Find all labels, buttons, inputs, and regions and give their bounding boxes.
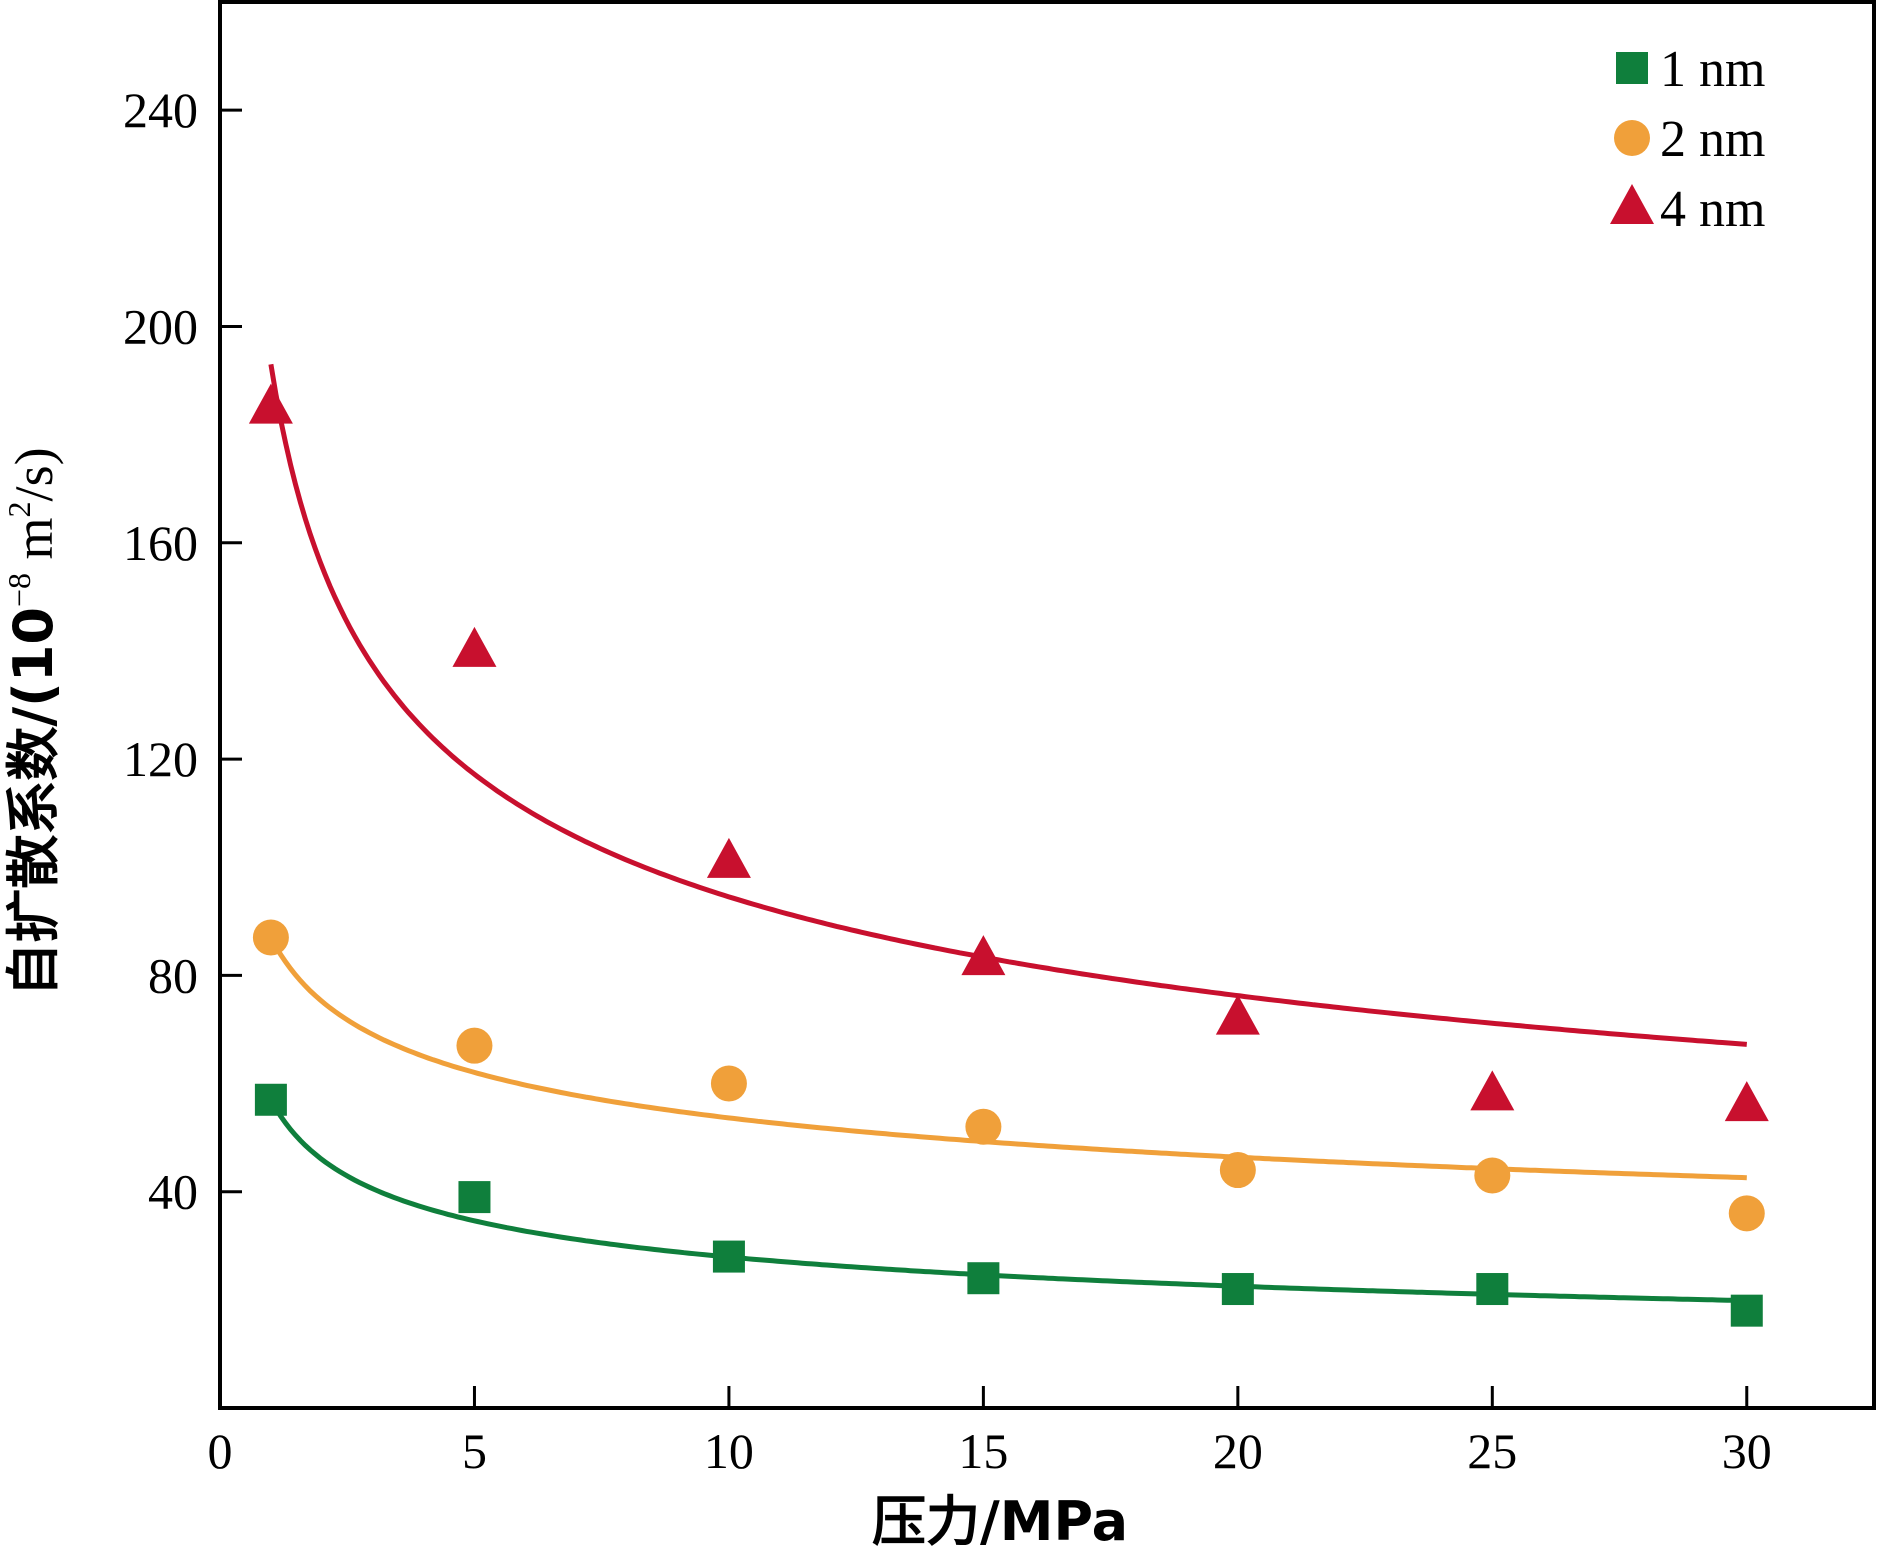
data-point-4-nm	[1470, 1070, 1515, 1111]
data-point-1-nm	[1476, 1273, 1509, 1306]
x-axis-label: 压力/MPa	[872, 1490, 1128, 1553]
x-tick-label: 20	[1213, 1423, 1263, 1479]
x-tick-label: 0	[208, 1423, 233, 1479]
y-axis-label-tail: /s)	[4, 447, 64, 501]
data-point-2-nm	[1474, 1157, 1511, 1194]
plot-frame	[218, 0, 1876, 1410]
data-point-2-nm	[252, 919, 289, 956]
data-point-4-nm	[248, 383, 293, 424]
legend-label: 4 nm	[1660, 181, 1765, 238]
fit-curves	[268, 363, 1747, 1304]
y-tick-label: 40	[148, 1164, 198, 1220]
legend-label: 1 nm	[1660, 41, 1765, 98]
legend-marker-2-nm	[1614, 120, 1650, 156]
data-point-1-nm	[967, 1262, 1000, 1295]
y-axis-label-unit: m	[4, 517, 64, 573]
x-tick-label: 25	[1467, 1423, 1517, 1479]
data-point-4-nm	[1215, 994, 1260, 1035]
data-point-1-nm	[1221, 1273, 1254, 1306]
fit-curve-4-nm	[268, 363, 1747, 1047]
data-point-1-nm	[712, 1240, 745, 1273]
x-tick-label: 5	[462, 1423, 487, 1479]
data-point-2-nm	[456, 1027, 493, 1064]
x-axis-ticks: 0 5 10 15 20 25 30	[208, 1386, 1772, 1479]
x-tick-label: 30	[1722, 1423, 1772, 1479]
y-axis-label-exponent: −8	[1, 573, 37, 607]
x-tick-label: 15	[958, 1423, 1008, 1479]
data-markers	[248, 383, 1769, 1327]
y-tick-label: 120	[123, 731, 198, 787]
data-point-2-nm	[1219, 1152, 1256, 1189]
y-axis-label-main: 自扩散系数/(10	[2, 607, 65, 997]
y-tick-label: 240	[123, 82, 198, 138]
y-axis-label-unit-exponent: 2	[1, 501, 37, 517]
data-point-2-nm	[710, 1065, 747, 1102]
legend-marker-1-nm	[1616, 52, 1648, 84]
data-point-2-nm	[965, 1108, 1002, 1145]
data-point-1-nm	[458, 1181, 491, 1214]
y-axis-ticks: 40 80 120 160 200 240	[123, 82, 242, 1220]
legend-marker-4-nm	[1610, 184, 1654, 224]
data-point-4-nm	[961, 935, 1006, 976]
data-point-1-nm	[254, 1083, 287, 1116]
legend-label: 2 nm	[1660, 111, 1765, 168]
data-point-4-nm	[706, 837, 751, 878]
fit-curve-2-nm	[268, 936, 1747, 1181]
fit-curve-1-nm	[268, 1098, 1747, 1304]
data-point-2-nm	[1728, 1195, 1765, 1232]
x-tick-label: 10	[704, 1423, 754, 1479]
data-point-4-nm	[1724, 1081, 1769, 1122]
data-point-1-nm	[1730, 1294, 1763, 1327]
legend: 1 nm 2 nm 4 nm	[1610, 41, 1765, 238]
y-tick-label: 160	[123, 515, 198, 571]
y-axis-label: 自扩散系数/(10−8 m2/s)	[1, 447, 65, 996]
y-tick-label: 200	[123, 298, 198, 354]
data-point-4-nm	[452, 626, 497, 667]
y-tick-label: 80	[148, 947, 198, 1003]
